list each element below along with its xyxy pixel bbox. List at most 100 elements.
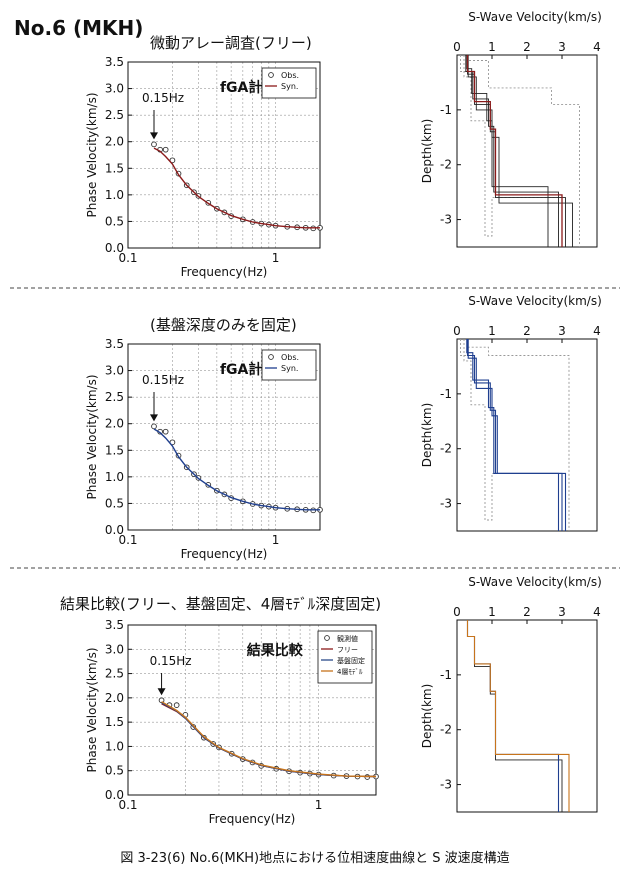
y-tick-label: 0.5 — [105, 496, 124, 510]
section3-title: 結果比較(フリー、基盤固定、4層ﾓﾃﾞﾙ深度固定) — [60, 595, 381, 613]
y-axis-label: Depth(km) — [420, 119, 434, 184]
x-tick-label: 1 — [488, 605, 496, 619]
series-line-synthetic — [161, 701, 377, 778]
frequency-marker-label: 0.15Hz — [142, 91, 184, 105]
velocity-profile-line — [466, 620, 560, 812]
x-tick-label: 1 — [272, 533, 280, 547]
data-point-observed — [158, 697, 165, 704]
legend-label: 基盤固定 — [337, 656, 365, 665]
velocity-profile-chart-fixed: S-Wave Velocity(km/s) 0 1 2 3 4 -1 -2 -3 Depth(km… — [420, 294, 602, 532]
frequency-marker-label: 0.15Hz — [150, 654, 192, 668]
velocity-profile-line — [463, 339, 563, 531]
y-tick-label: 0.0 — [105, 523, 124, 537]
y-tick-label: 3.5 — [105, 55, 124, 69]
phase-velocity-chart-compare: 0.0 0.5 1.0 1.5 2.0 2.5 3.0 3.5 0.1 1 Frequency(Hz… — [85, 618, 379, 826]
velocity-profile-line — [467, 339, 567, 531]
velocity-profile-line — [466, 339, 563, 531]
plot-frame — [127, 61, 321, 249]
data-point-observed — [173, 702, 180, 708]
page-header: No.6 (MKH) — [14, 16, 143, 40]
x-axis-label: Frequency(Hz) — [209, 812, 296, 826]
y-tick-label: 1.0 — [105, 188, 124, 202]
profile-title: S-Wave Velocity(km/s) — [468, 294, 602, 308]
x-tick-label: 0.1 — [118, 533, 137, 547]
y-axis-label: Depth(km) — [420, 684, 434, 749]
velocity-profile-line — [467, 620, 563, 812]
panel-annotation: 結果比較 — [247, 642, 304, 659]
y-tick-label: 3.0 — [105, 364, 124, 378]
y-tick-label: 2.0 — [105, 417, 124, 431]
legend-box — [317, 630, 373, 684]
data-point-observed — [151, 423, 157, 430]
phase-velocity-chart-free: 0.0 0.5 1.0 1.5 2.0 2.5 3.0 3.5 0.1 1 Frequency(Hz… — [85, 55, 323, 279]
x-tick-label: 0.1 — [118, 251, 137, 265]
profile-title: S-Wave Velocity(km/s) — [468, 575, 602, 589]
velocity-profile-line — [466, 620, 570, 812]
y-tick-label: -2 — [440, 158, 452, 172]
y-tick-label: 0.0 — [105, 241, 124, 255]
velocity-profile-line — [467, 55, 566, 247]
plot-frame — [456, 619, 598, 813]
data-point-observed — [169, 157, 176, 164]
plot-frame — [456, 54, 598, 248]
y-tick-label: -3 — [440, 497, 452, 511]
velocity-profile-line — [465, 55, 559, 247]
frequency-marker-arrowhead — [157, 688, 166, 696]
plot-frame — [127, 624, 377, 796]
frequency-marker-label: 0.15Hz — [142, 373, 184, 387]
y-tick-label: 2.0 — [105, 691, 124, 705]
x-tick-label: 0 — [453, 324, 461, 338]
y-tick-label: -3 — [440, 778, 452, 792]
velocity-profile-chart-compare: S-Wave Velocity(km/s) 0 1 2 3 4 -1 -2 -3 Depth(km… — [420, 575, 602, 813]
series-line-synthetic — [161, 703, 377, 778]
legend-label: 観測値 — [337, 634, 358, 643]
y-tick-label: 2.5 — [105, 108, 124, 122]
y-axis-label: Depth(km) — [420, 403, 434, 468]
section2-title: (基盤深度のみを固定) — [150, 316, 297, 334]
x-tick-label: 4 — [593, 40, 601, 54]
x-axis-label: Frequency(Hz) — [181, 265, 268, 279]
y-tick-label: -2 — [440, 442, 452, 456]
y-tick-label: -3 — [440, 213, 452, 227]
x-tick-label: 1 — [315, 798, 323, 812]
phase-velocity-chart-fixed: 0.0 0.5 1.0 1.5 2.0 2.5 3.0 3.5 0.1 1 Frequency(Hz… — [85, 337, 323, 561]
velocity-profile-line — [466, 55, 563, 247]
velocity-profile-line — [467, 55, 573, 247]
y-tick-label: 3.5 — [105, 337, 124, 351]
series-line-synthetic — [153, 147, 320, 229]
x-tick-label: 1 — [488, 324, 496, 338]
x-tick-label: 2 — [523, 40, 531, 54]
plot-frame — [127, 343, 321, 531]
velocity-profile-chart-free: S-Wave Velocity(km/s) 0 1 2 3 4 -1 -2 -3 Depth(km… — [420, 10, 602, 248]
x-tick-label: 4 — [593, 605, 601, 619]
frequency-marker-arrowhead — [149, 132, 158, 140]
y-tick-label: 2.5 — [105, 667, 124, 681]
y-tick-label: 3.0 — [105, 642, 124, 656]
legend-label: Syn. — [281, 364, 298, 373]
legend-symbol-marker — [268, 72, 274, 78]
frequency-marker-arrowhead — [149, 414, 158, 422]
x-tick-label: 1 — [272, 251, 280, 265]
legend-symbol-marker — [324, 635, 330, 641]
y-tick-label: 0.0 — [105, 788, 124, 802]
data-point-observed — [162, 146, 169, 153]
legend-label: Obs. — [281, 353, 299, 362]
y-tick-label: 1.5 — [105, 443, 124, 457]
x-tick-label: 2 — [523, 605, 531, 619]
figure-caption: 図 3-23(6) No.6(MKH)地点における位相速度曲線と S 波速度構造 — [120, 850, 509, 866]
y-tick-label: 0.5 — [105, 764, 124, 778]
x-tick-label: 0 — [453, 605, 461, 619]
x-tick-label: 3 — [558, 40, 566, 54]
y-axis-label: Phase Velocity(km/s) — [85, 92, 99, 217]
y-tick-label: 3.5 — [105, 618, 124, 632]
series-line-synthetic — [161, 702, 377, 778]
data-point-observed — [151, 141, 157, 148]
velocity-profile-line — [466, 55, 549, 247]
data-point-observed — [162, 428, 169, 435]
y-tick-label: 2.5 — [105, 390, 124, 404]
x-tick-label: 3 — [558, 605, 566, 619]
velocity-profile-line — [460, 339, 570, 531]
x-tick-label: 0.1 — [118, 798, 137, 812]
velocity-profile-line — [466, 339, 560, 531]
